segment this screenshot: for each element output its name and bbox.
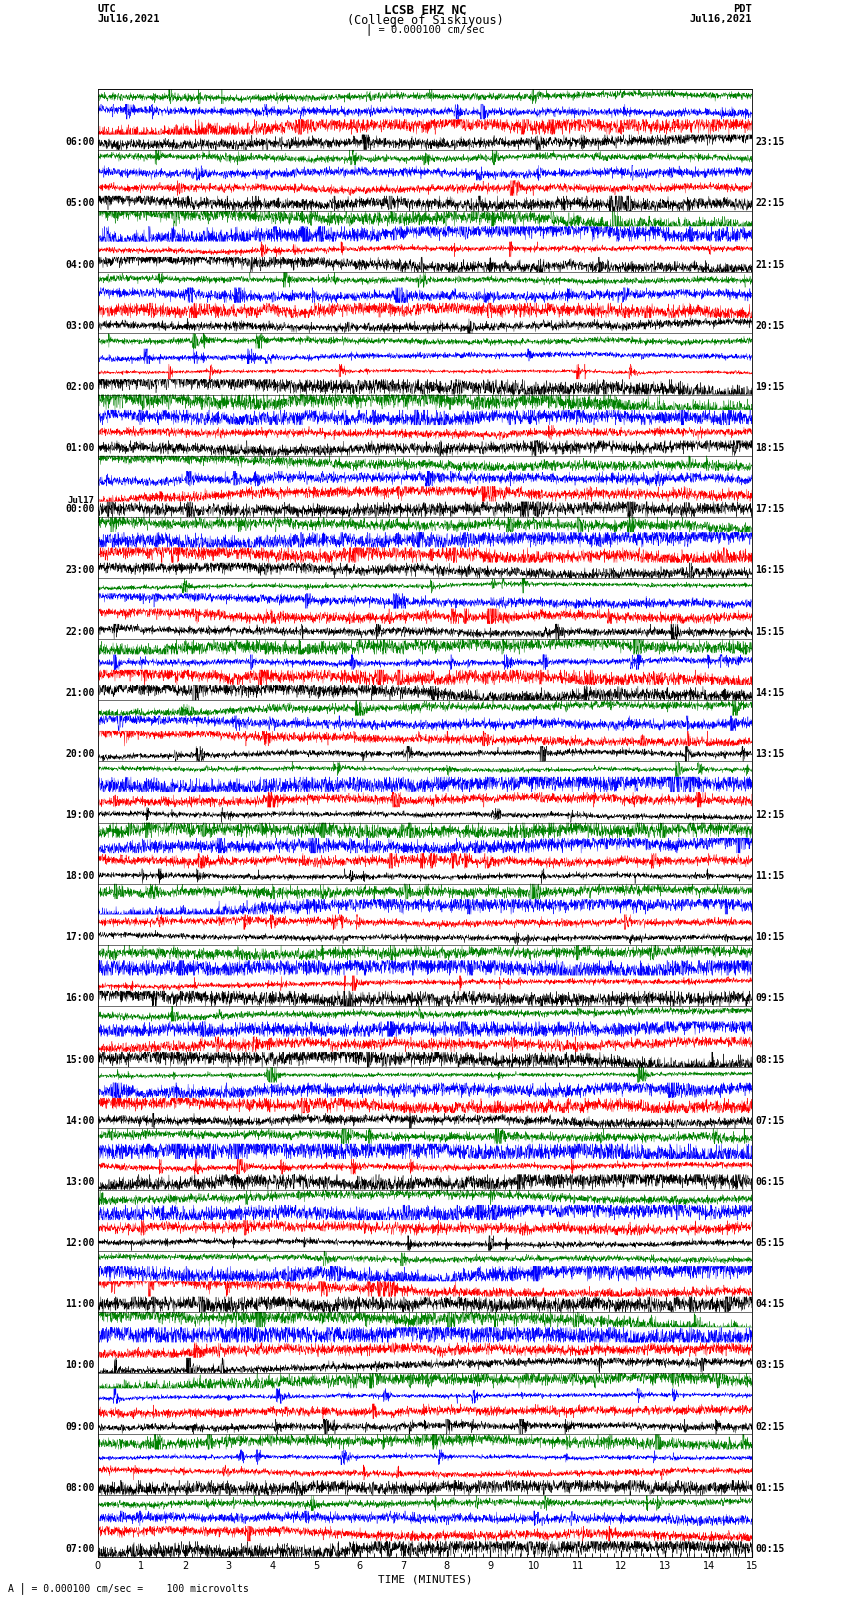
Text: ⎮ = 0.000100 cm/sec: ⎮ = 0.000100 cm/sec xyxy=(366,24,484,35)
Text: Jul17: Jul17 xyxy=(68,495,94,505)
Text: 01:00: 01:00 xyxy=(65,444,94,453)
Text: 23:00: 23:00 xyxy=(65,565,94,576)
Text: Jul16,2021: Jul16,2021 xyxy=(689,13,752,24)
Text: 05:00: 05:00 xyxy=(65,198,94,208)
Text: 17:15: 17:15 xyxy=(756,505,785,515)
Text: 09:15: 09:15 xyxy=(756,994,785,1003)
Text: 10:00: 10:00 xyxy=(65,1360,94,1371)
Text: 10:15: 10:15 xyxy=(756,932,785,942)
Text: 04:00: 04:00 xyxy=(65,260,94,269)
Text: PDT: PDT xyxy=(734,5,752,15)
Text: 11:15: 11:15 xyxy=(756,871,785,881)
Text: 00:00: 00:00 xyxy=(65,505,94,515)
Text: 18:15: 18:15 xyxy=(756,444,785,453)
Text: 14:00: 14:00 xyxy=(65,1116,94,1126)
Text: 21:00: 21:00 xyxy=(65,687,94,698)
Text: UTC: UTC xyxy=(98,5,116,15)
Text: 16:15: 16:15 xyxy=(756,565,785,576)
Text: 02:15: 02:15 xyxy=(756,1421,785,1432)
Text: 01:15: 01:15 xyxy=(756,1482,785,1492)
Text: 07:00: 07:00 xyxy=(65,1544,94,1553)
Text: 15:15: 15:15 xyxy=(756,626,785,637)
Text: 19:15: 19:15 xyxy=(756,382,785,392)
Text: 22:15: 22:15 xyxy=(756,198,785,208)
Text: 02:00: 02:00 xyxy=(65,382,94,392)
Text: 19:00: 19:00 xyxy=(65,810,94,819)
Text: 21:15: 21:15 xyxy=(756,260,785,269)
Text: 22:00: 22:00 xyxy=(65,626,94,637)
Text: LCSB EHZ NC: LCSB EHZ NC xyxy=(383,5,467,18)
Text: 23:15: 23:15 xyxy=(756,137,785,147)
Text: 15:00: 15:00 xyxy=(65,1055,94,1065)
Text: 12:00: 12:00 xyxy=(65,1239,94,1248)
Text: 04:15: 04:15 xyxy=(756,1298,785,1310)
Text: 16:00: 16:00 xyxy=(65,994,94,1003)
Text: 06:15: 06:15 xyxy=(756,1177,785,1187)
Text: 09:00: 09:00 xyxy=(65,1421,94,1432)
Text: 05:15: 05:15 xyxy=(756,1239,785,1248)
Text: Jul16,2021: Jul16,2021 xyxy=(98,13,161,24)
Text: A ⎮ = 0.000100 cm/sec =    100 microvolts: A ⎮ = 0.000100 cm/sec = 100 microvolts xyxy=(8,1582,249,1594)
Text: 14:15: 14:15 xyxy=(756,687,785,698)
Text: 06:00: 06:00 xyxy=(65,137,94,147)
Text: 08:00: 08:00 xyxy=(65,1482,94,1492)
Text: 17:00: 17:00 xyxy=(65,932,94,942)
Text: 13:15: 13:15 xyxy=(756,748,785,758)
Text: 20:00: 20:00 xyxy=(65,748,94,758)
Text: 00:15: 00:15 xyxy=(756,1544,785,1553)
Text: 03:00: 03:00 xyxy=(65,321,94,331)
Text: 08:15: 08:15 xyxy=(756,1055,785,1065)
Text: 13:00: 13:00 xyxy=(65,1177,94,1187)
Text: 20:15: 20:15 xyxy=(756,321,785,331)
Text: 07:15: 07:15 xyxy=(756,1116,785,1126)
Text: 03:15: 03:15 xyxy=(756,1360,785,1371)
X-axis label: TIME (MINUTES): TIME (MINUTES) xyxy=(377,1574,473,1584)
Text: (College of Siskiyous): (College of Siskiyous) xyxy=(347,13,503,27)
Text: 18:00: 18:00 xyxy=(65,871,94,881)
Text: 12:15: 12:15 xyxy=(756,810,785,819)
Text: 11:00: 11:00 xyxy=(65,1298,94,1310)
